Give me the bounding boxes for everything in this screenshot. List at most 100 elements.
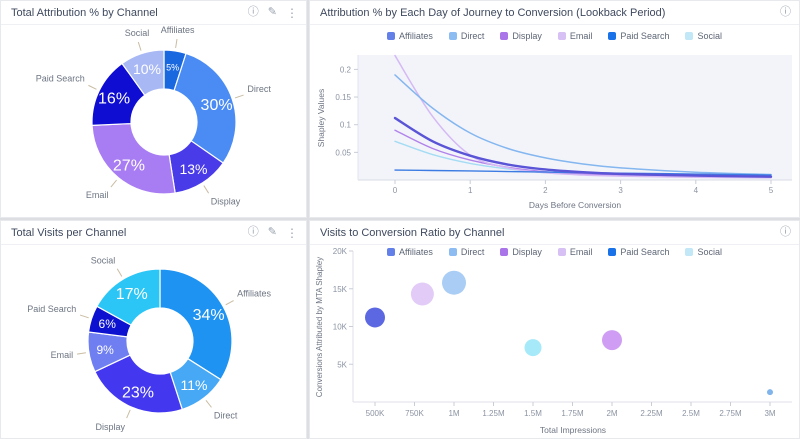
edit-icon[interactable]: ✎ (267, 226, 277, 238)
x-tick-label: 1.75M (561, 409, 584, 418)
legend-item-affiliates[interactable]: Affiliates (387, 31, 433, 41)
x-tick-label: 1 (468, 186, 473, 195)
legend-item-paid-search[interactable]: Paid Search (608, 247, 669, 257)
donut-chart-svg: 5% Affiliates 30% Direct 13% Display 27% Email 1… (36, 25, 272, 207)
legend-item-display[interactable]: Display (500, 31, 542, 41)
x-tick-label: 2 (543, 186, 548, 195)
line-series-paid-search (394, 169, 772, 176)
legend-item-display[interactable]: Display (500, 247, 542, 257)
x-tick-label: 1.5M (524, 409, 542, 418)
line-series-email (394, 54, 772, 179)
slice-channel-label: Affiliates (237, 289, 271, 299)
info-icon[interactable]: ⓘ (247, 226, 259, 238)
x-tick-label: 2.75M (719, 409, 742, 418)
bubble-email[interactable] (410, 282, 434, 306)
slice-percent-label: 11% (181, 377, 208, 393)
y-tick-label: 10K (333, 323, 348, 332)
donut-slice-display[interactable] (94, 354, 184, 414)
legend-swatch (685, 248, 694, 256)
bubble-affiliates[interactable] (365, 307, 385, 328)
slice-percent-label: 5% (166, 62, 179, 72)
slice-channel-label: Direct (247, 84, 271, 94)
panel-header-icons: ⓘ ✎ ⋮ (248, 7, 298, 19)
legend-label: Paid Search (620, 31, 670, 41)
legend-swatch (448, 32, 457, 40)
legend-swatch (500, 32, 509, 40)
legend-swatch (387, 248, 396, 256)
panel-header-icons: ⓘ ✎ ⋮ (248, 227, 298, 239)
slice-percent-label: 27% (113, 158, 145, 175)
x-tick-label: 2M (606, 409, 617, 418)
bubble-display[interactable] (602, 330, 622, 351)
legend-label: Paid Search (620, 247, 670, 257)
slice-channel-label: Social (125, 28, 150, 38)
legend-swatch (448, 248, 457, 256)
legend-label: Direct (460, 31, 485, 41)
chart-legend: Affiliates Direct Display Email Paid Search S… (310, 247, 799, 257)
panel-header: Total Attribution % by Channel ⓘ ✎ ⋮ (1, 1, 306, 25)
edit-icon[interactable]: ✎ (267, 6, 277, 18)
panel-title: Total Visits per Channel (11, 226, 127, 239)
legend-label: Email (569, 247, 593, 257)
legend-item-direct[interactable]: Direct (448, 31, 485, 41)
bubble-paid-search[interactable] (767, 389, 773, 396)
line-chart-attribution-by-day: Affiliates Direct Display Email Paid Search S… (310, 25, 799, 216)
x-axis-title: Days Before Conversion (529, 200, 621, 210)
legend-item-affiliates[interactable]: Affiliates (387, 247, 433, 257)
donut-slice-social[interactable] (96, 268, 161, 326)
y-axis-title: Conversions Attributed by MTA Shapley (315, 257, 324, 397)
legend-item-email[interactable]: Email (557, 247, 593, 257)
bubble-chart-svg: 5K 10K 15K 20K 500K 750K 1M 1.25M 1.5M 1.75M 2M 2.2… (315, 247, 792, 435)
bubble-social[interactable] (524, 339, 542, 357)
slice-percent-label: 13% (179, 161, 207, 177)
info-icon[interactable]: ⓘ (780, 6, 791, 18)
menu-icon[interactable]: ⋮ (286, 225, 298, 240)
x-tick-label: 500K (366, 409, 385, 418)
slice-channel-label: Social (91, 255, 116, 265)
slice-percent-label: 10% (133, 61, 161, 77)
legend-item-email[interactable]: Email (557, 31, 592, 41)
panel-header: Total Visits per Channel ⓘ ✎ ⋮ (1, 221, 306, 245)
panel-title: Attribution % by Each Day of Journey to … (320, 6, 666, 19)
slice-percent-label: 17% (116, 286, 148, 303)
slice-channel-label: Email (86, 190, 109, 200)
legend-label: Affiliates (399, 31, 433, 41)
x-tick-label: 2.25M (640, 409, 663, 418)
info-icon[interactable]: ⓘ (247, 6, 259, 18)
panel-total-attribution: Total Attribution % by Channel ⓘ ✎ ⋮ 5% Aff… (0, 0, 307, 218)
donut-slice-email[interactable] (91, 122, 176, 195)
legend-swatch (685, 32, 694, 40)
slice-percent-label: 9% (97, 343, 115, 357)
slice-percent-label: 23% (122, 385, 154, 402)
donut-slice-social[interactable] (121, 49, 165, 97)
legend-item-paid-search[interactable]: Paid Search (608, 31, 669, 41)
x-tick-label: 2.5M (682, 409, 700, 418)
slice-percent-label: 30% (201, 97, 233, 114)
legend-item-social[interactable]: Social (685, 247, 722, 257)
donut-chart-visits: 34% Affiliates 11% Direct 23% Display 9% Email 6… (1, 245, 306, 437)
menu-icon[interactable]: ⋮ (286, 5, 298, 20)
panel-visits-to-conversion: Visits to Conversion Ratio by Channel ⓘ … (309, 220, 800, 439)
bubble-chart-visits-conversion: Affiliates Direct Display Email Paid Search S… (310, 245, 799, 437)
y-tick-label: 5K (337, 360, 347, 369)
info-icon[interactable]: ⓘ (780, 226, 791, 238)
x-axis-title: Total Impressions (540, 425, 606, 435)
donut-slice-affiliates[interactable] (159, 268, 233, 381)
panel-header-icons: ⓘ (780, 227, 791, 238)
legend-label: Direct (460, 247, 485, 257)
legend-item-direct[interactable]: Direct (448, 247, 485, 257)
line-chart-svg: 0.05 0.1 0.15 0.2 0 1 2 3 4 5 Days Before Conversi… (316, 54, 792, 210)
donut-slice-direct[interactable] (173, 52, 237, 164)
slice-channel-label: Paid Search (27, 304, 76, 314)
slice-channel-label: Display (211, 197, 241, 207)
x-tick-label: 1M (448, 409, 459, 418)
y-tick-label: 0.05 (335, 148, 351, 157)
panel-title: Total Attribution % by Channel (11, 6, 158, 19)
legend-label: Affiliates (399, 247, 433, 257)
bubble-direct[interactable] (442, 270, 466, 295)
slice-percent-label: 34% (193, 307, 225, 324)
legend-label: Social (697, 247, 722, 257)
y-tick-label: 0.2 (340, 65, 352, 74)
x-tick-label: 4 (694, 186, 699, 195)
legend-item-social[interactable]: Social (685, 31, 722, 41)
